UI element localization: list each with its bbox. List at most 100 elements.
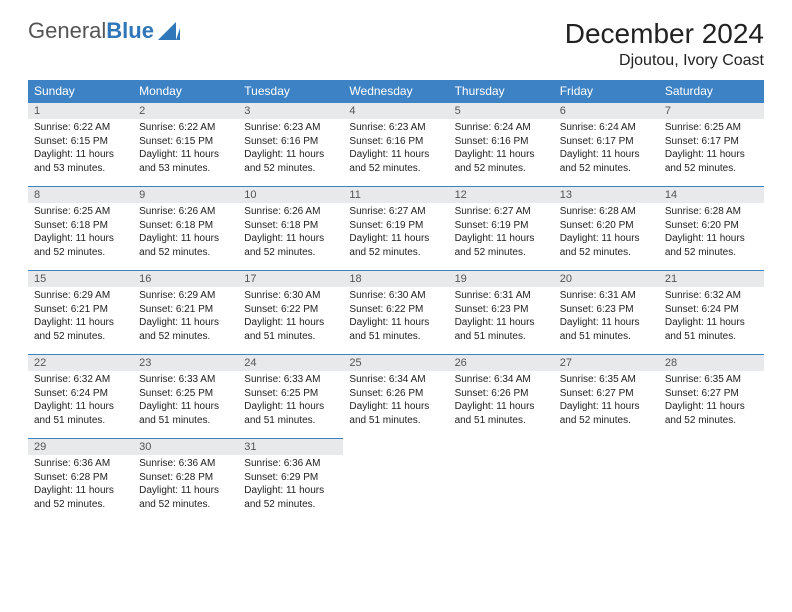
daylight-line: Daylight: 11 hours and 52 minutes. [665,232,758,259]
day-details: Sunrise: 6:34 AMSunset: 6:26 PMDaylight:… [343,371,448,431]
sunset-line: Sunset: 6:24 PM [665,303,758,317]
sunset-line: Sunset: 6:17 PM [665,135,758,149]
day-details: Sunrise: 6:26 AMSunset: 6:18 PMDaylight:… [238,203,343,263]
sunrise-line: Sunrise: 6:24 AM [455,121,548,135]
day-number: 5 [449,103,554,119]
sunset-line: Sunset: 6:23 PM [560,303,653,317]
daylight-line: Daylight: 11 hours and 52 minutes. [455,232,548,259]
daylight-line: Daylight: 11 hours and 52 minutes. [560,232,653,259]
daylight-line: Daylight: 11 hours and 51 minutes. [560,316,653,343]
day-number: 24 [238,355,343,371]
sunset-line: Sunset: 6:21 PM [139,303,232,317]
sunrise-line: Sunrise: 6:27 AM [455,205,548,219]
calendar-cell: 30Sunrise: 6:36 AMSunset: 6:28 PMDayligh… [133,439,238,523]
sunset-line: Sunset: 6:20 PM [665,219,758,233]
day-details: Sunrise: 6:36 AMSunset: 6:29 PMDaylight:… [238,455,343,515]
weekday-header: Friday [554,80,659,103]
day-details: Sunrise: 6:30 AMSunset: 6:22 PMDaylight:… [343,287,448,347]
day-details: Sunrise: 6:22 AMSunset: 6:15 PMDaylight:… [28,119,133,179]
sunset-line: Sunset: 6:28 PM [34,471,127,485]
logo-text-1: General [28,18,106,44]
daylight-line: Daylight: 11 hours and 52 minutes. [349,148,442,175]
day-details: Sunrise: 6:30 AMSunset: 6:22 PMDaylight:… [238,287,343,347]
sunrise-line: Sunrise: 6:23 AM [349,121,442,135]
daylight-line: Daylight: 11 hours and 52 minutes. [665,400,758,427]
sunrise-line: Sunrise: 6:33 AM [244,373,337,387]
day-details: Sunrise: 6:31 AMSunset: 6:23 PMDaylight:… [449,287,554,347]
day-details: Sunrise: 6:25 AMSunset: 6:17 PMDaylight:… [659,119,764,179]
sunset-line: Sunset: 6:23 PM [455,303,548,317]
calendar-cell: 11Sunrise: 6:27 AMSunset: 6:19 PMDayligh… [343,187,448,271]
day-details: Sunrise: 6:27 AMSunset: 6:19 PMDaylight:… [343,203,448,263]
calendar-cell: 2Sunrise: 6:22 AMSunset: 6:15 PMDaylight… [133,103,238,187]
sunrise-line: Sunrise: 6:28 AM [665,205,758,219]
day-number: 2 [133,103,238,119]
calendar-cell: 23Sunrise: 6:33 AMSunset: 6:25 PMDayligh… [133,355,238,439]
sunset-line: Sunset: 6:20 PM [560,219,653,233]
day-number: 23 [133,355,238,371]
calendar-week-row: 15 Sunrise: 6:29 AM Sunset: 6:21 PM Dayligh… [28,271,764,355]
sunrise-line: Sunrise: 6:30 AM [349,289,442,303]
calendar-week-row: 8Sunrise: 6:25 AMSunset: 6:18 PMDaylight… [28,187,764,271]
calendar-week-row: 29Sunrise: 6:36 AMSunset: 6:28 PMDayligh… [28,439,764,523]
day-number: 7 [659,103,764,119]
day-details: Sunrise: 6:22 AMSunset: 6:15 PMDaylight:… [133,119,238,179]
calendar-cell: 27Sunrise: 6:35 AMSunset: 6:27 PMDayligh… [554,355,659,439]
daylight-line: Daylight: 11 hours and 51 minutes. [455,400,548,427]
calendar-cell: 10Sunrise: 6:26 AMSunset: 6:18 PMDayligh… [238,187,343,271]
day-number: 10 [238,187,343,203]
calendar-table: SundayMondayTuesdayWednesdayThursdayFrid… [28,80,764,523]
day-number: 14 [659,187,764,203]
sunrise-line: Sunrise: 6:29 AM [34,289,127,303]
calendar-cell: 24Sunrise: 6:33 AMSunset: 6:25 PMDayligh… [238,355,343,439]
day-number: 8 [28,187,133,203]
day-details: Sunrise: 6:28 AMSunset: 6:20 PMDaylight:… [659,203,764,263]
calendar-cell: 21Sunrise: 6:32 AMSunset: 6:24 PMDayligh… [659,271,764,355]
daylight-line: Daylight: 11 hours and 52 minutes. [349,232,442,259]
day-number: 26 [449,355,554,371]
logo-text-2: Blue [106,18,154,44]
sunset-line: Sunset: 6:25 PM [139,387,232,401]
sunset-line: Sunset: 6:25 PM [244,387,337,401]
location-label: Djoutou, Ivory Coast [565,52,764,70]
daylight-line: Daylight: 11 hours and 52 minutes. [455,148,548,175]
sunrise-line: Sunrise: 6:22 AM [34,121,127,135]
day-number: 4 [343,103,448,119]
sunrise-line: Sunrise: 6:31 AM [455,289,548,303]
day-number: 28 [659,355,764,371]
weekday-header: Thursday [449,80,554,103]
daylight-line: Daylight: 11 hours and 52 minutes. [139,232,232,259]
day-details: Sunrise: 6:24 AMSunset: 6:16 PMDaylight:… [449,119,554,179]
sunset-line: Sunset: 6:24 PM [34,387,127,401]
calendar-cell: 1Sunrise: 6:22 AMSunset: 6:15 PMDaylight… [28,103,133,187]
sunrise-line: Sunrise: 6:23 AM [244,121,337,135]
sunset-line: Sunset: 6:22 PM [244,303,337,317]
daylight-line: Daylight: 11 hours and 51 minutes. [665,316,758,343]
sunset-line: Sunset: 6:16 PM [455,135,548,149]
daylight-line: Daylight: 11 hours and 53 minutes. [34,148,127,175]
sunrise-line: Sunrise: 6:26 AM [244,205,337,219]
sunset-line: Sunset: 6:18 PM [244,219,337,233]
day-number: 15 [28,271,133,287]
day-details: Sunrise: 6:33 AMSunset: 6:25 PMDaylight:… [238,371,343,431]
logo-sail-icon [158,22,180,40]
daylight-line: Daylight: 11 hours and 52 minutes. [244,484,337,511]
sunrise-line: Sunrise: 6:31 AM [560,289,653,303]
daylight-line: Daylight: 11 hours and 51 minutes. [139,400,232,427]
sunrise-line: Sunrise: 6:32 AM [34,373,127,387]
sunset-line: Sunset: 6:27 PM [560,387,653,401]
sunset-line: Sunset: 6:18 PM [34,219,127,233]
calendar-week-row: 22Sunrise: 6:32 AMSunset: 6:24 PMDayligh… [28,355,764,439]
day-number: 1 [28,103,133,119]
sunrise-line: Sunrise: 6:30 AM [244,289,337,303]
weekday-header: Monday [133,80,238,103]
day-details: Sunrise: 6:34 AMSunset: 6:26 PMDaylight:… [449,371,554,431]
day-number: 27 [554,355,659,371]
calendar-week-row: 1Sunrise: 6:22 AMSunset: 6:15 PMDaylight… [28,103,764,187]
day-number: 3 [238,103,343,119]
daylight-line: Daylight: 11 hours and 52 minutes. [139,484,232,511]
calendar-cell: 3Sunrise: 6:23 AMSunset: 6:16 PMDaylight… [238,103,343,187]
calendar-cell: 20Sunrise: 6:31 AMSunset: 6:23 PMDayligh… [554,271,659,355]
day-number: 11 [343,187,448,203]
calendar-cell: 29Sunrise: 6:36 AMSunset: 6:28 PMDayligh… [28,439,133,523]
